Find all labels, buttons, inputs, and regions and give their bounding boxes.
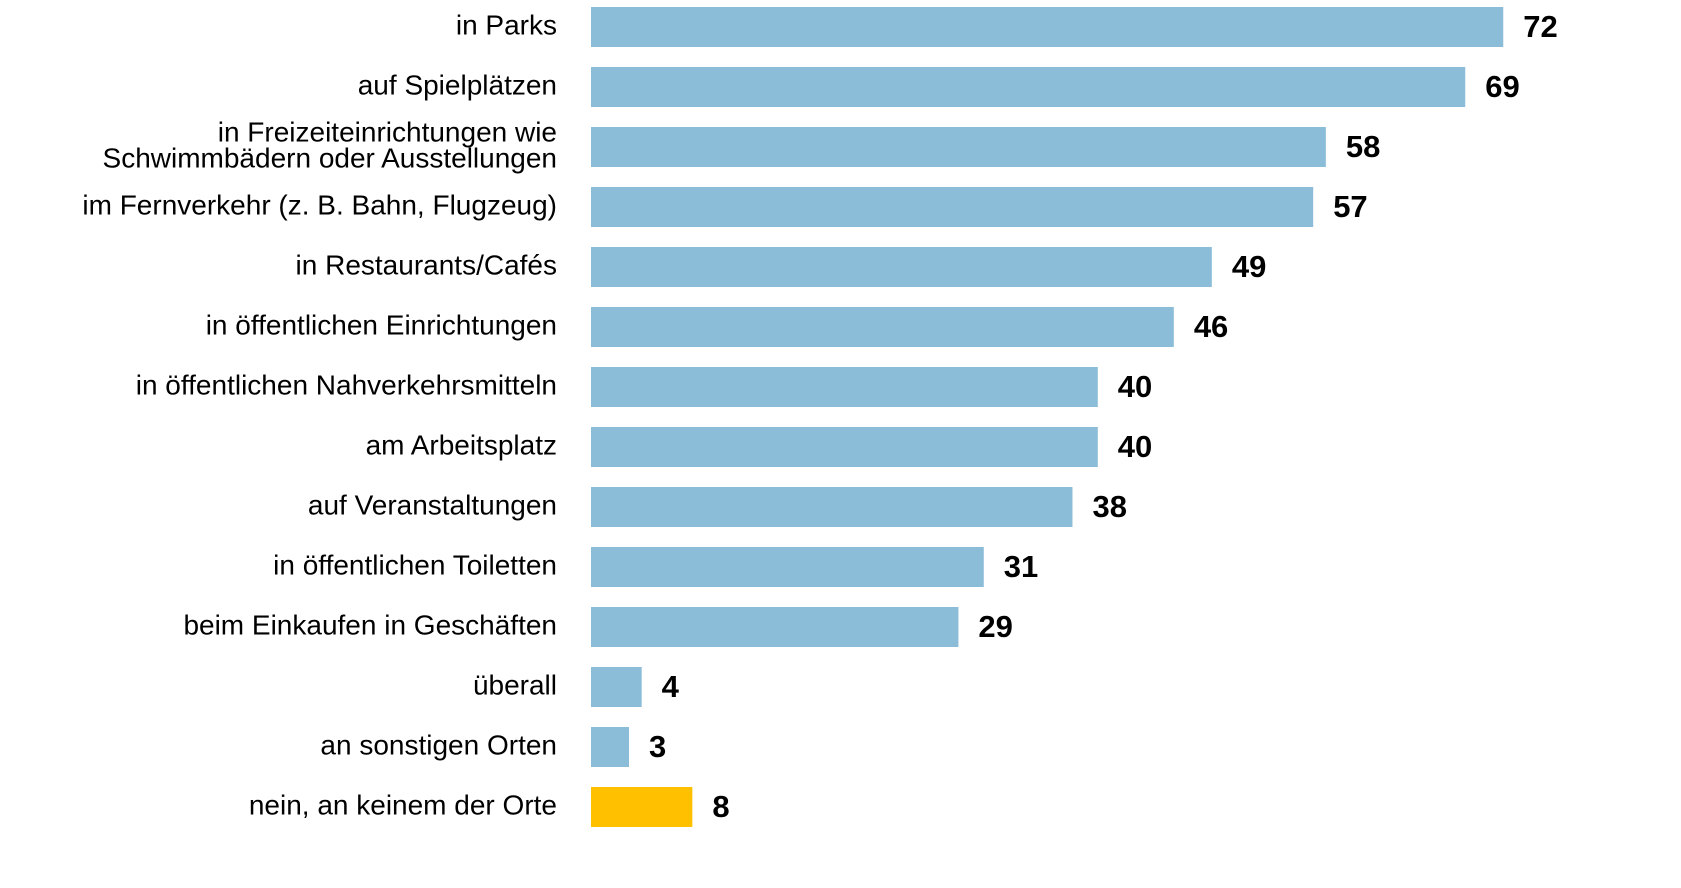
category-label: im Fernverkehr (z. B. Bahn, Flugzeug) <box>82 189 557 220</box>
value-label: 29 <box>978 609 1012 644</box>
bar <box>591 247 1212 287</box>
bar <box>591 427 1098 467</box>
category-label: auf Spielplätzen <box>358 69 557 100</box>
value-label: 69 <box>1485 69 1519 104</box>
value-label: 31 <box>1004 549 1038 584</box>
category-label: in öffentlichen Nahverkehrsmitteln <box>136 369 557 400</box>
bar <box>591 727 630 767</box>
value-label: 40 <box>1118 429 1152 464</box>
category-label: in Restaurants/Cafés <box>296 249 557 280</box>
bar <box>591 487 1073 527</box>
bar <box>591 667 642 707</box>
bar <box>591 127 1326 167</box>
category-label: in Freizeiteinrichtungen wie <box>218 116 557 147</box>
bar <box>591 187 1314 227</box>
bar <box>591 787 693 827</box>
value-label: 72 <box>1523 9 1557 44</box>
category-label: nein, an keinem der Orte <box>249 789 557 820</box>
category-label: in öffentlichen Toiletten <box>273 549 557 580</box>
category-label: am Arbeitsplatz <box>366 429 557 460</box>
category-label: auf Veranstaltungen <box>308 489 557 520</box>
category-label: Schwimmbädern oder Ausstellungen <box>103 142 557 173</box>
bar <box>591 307 1174 347</box>
bar <box>591 367 1098 407</box>
bar <box>591 7 1504 47</box>
value-label: 3 <box>649 729 666 764</box>
value-label: 38 <box>1092 489 1126 524</box>
value-label: 57 <box>1333 189 1367 224</box>
category-label: beim Einkaufen in Geschäften <box>183 609 557 640</box>
value-label: 58 <box>1346 129 1380 164</box>
category-label: in Parks <box>456 9 557 40</box>
category-label: in öffentlichen Einrichtungen <box>206 309 557 340</box>
category-label: an sonstigen Orten <box>320 729 557 760</box>
value-label: 40 <box>1118 369 1152 404</box>
value-label: 46 <box>1194 309 1228 344</box>
bar <box>591 67 1466 107</box>
bar <box>591 607 959 647</box>
category-label: überall <box>473 669 557 700</box>
value-label: 49 <box>1232 249 1266 284</box>
bar <box>591 547 984 587</box>
value-label: 4 <box>662 669 680 704</box>
value-label: 8 <box>712 789 729 824</box>
